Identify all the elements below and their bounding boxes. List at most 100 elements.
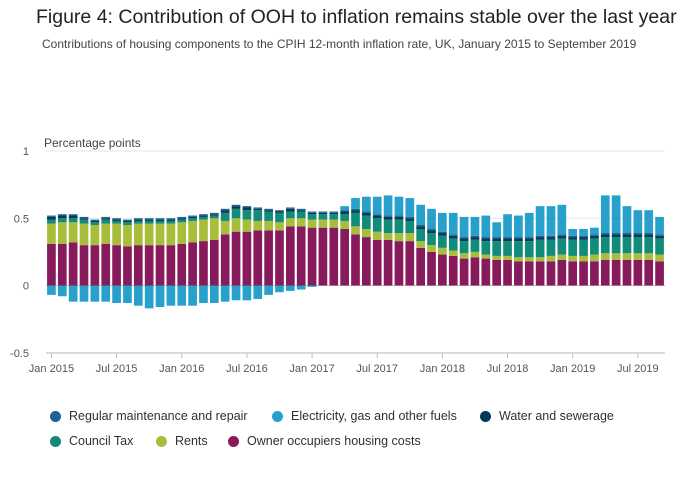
bar-segment-electricity — [459, 216, 469, 238]
bar-segment-electricity — [47, 285, 56, 295]
bar-segment-rents — [220, 220, 230, 235]
bar-segment-electricity — [68, 285, 78, 302]
bar-segment-regular_maintenance — [209, 212, 219, 215]
bar-segment-rents — [285, 218, 295, 227]
stacked-bar-chart: Percentage points -0.5 0 0.5 1 Jan 2015 Jul … — [10, 136, 665, 375]
bar-segment-electricity — [264, 285, 273, 295]
bar-segment-electricity — [524, 212, 534, 238]
legend-label: Council Tax — [69, 434, 134, 448]
legend-item-regular-maintenance[interactable]: Regular maintenance and repair — [50, 409, 248, 423]
bar-segment-ooh — [600, 259, 610, 286]
bar-segment-ooh — [503, 259, 512, 286]
bar-segment-electricity — [144, 285, 154, 309]
bar-segment-ooh — [133, 245, 143, 286]
bar-segment-regular_maintenance — [166, 218, 176, 220]
bar-segment-ooh — [177, 243, 187, 286]
bar-segment-council_tax — [448, 238, 458, 251]
legend-item-water[interactable]: Water and sewerage — [480, 409, 614, 423]
bar-segment-council_tax — [503, 241, 512, 256]
bar-segment-council_tax — [644, 237, 654, 254]
bar-segment-regular_maintenance — [340, 210, 349, 212]
bar-segment-council_tax — [101, 219, 111, 224]
bar-segment-electricity — [231, 285, 241, 301]
bar-segment-regular_maintenance — [579, 235, 588, 238]
bar-segment-council_tax — [79, 219, 89, 224]
legend-item-rents[interactable]: Rents — [156, 434, 208, 448]
bar-segment-regular_maintenance — [611, 233, 621, 235]
bar-segment-regular_maintenance — [177, 216, 187, 219]
bar-segment-electricity — [307, 285, 317, 287]
bar-segment-rents — [133, 223, 143, 246]
bar-segment-council_tax — [329, 214, 339, 220]
bar-segment-council_tax — [155, 220, 165, 224]
bar-segment-rents — [264, 220, 273, 231]
bar-segment-electricity — [438, 212, 447, 232]
legend-item-ooh[interactable]: Owner occupiers housing costs — [228, 434, 421, 448]
bar-segment-regular_maintenance — [79, 216, 89, 219]
bar-segment-ooh — [351, 234, 360, 286]
bar-segment-regular_maintenance — [253, 207, 263, 209]
chart-subtitle: Contributions of housing components to t… — [42, 37, 637, 51]
bar-segment-ooh — [546, 261, 556, 286]
bar-segment-ooh — [372, 239, 382, 286]
bar-segment-rents — [405, 233, 415, 242]
bar-segment-electricity — [188, 285, 197, 306]
x-tick-label: Jul 2019 — [617, 363, 659, 375]
bar-segment-water — [101, 218, 111, 220]
bar-segment-ooh — [524, 261, 534, 286]
bar-segment-council_tax — [416, 229, 426, 242]
bar-segment-council_tax — [68, 218, 78, 223]
bar-segment-council_tax — [492, 241, 502, 256]
bar-segment-regular_maintenance — [590, 234, 599, 236]
bar-segment-rents — [524, 257, 534, 262]
bar-segment-ooh — [329, 227, 339, 286]
bar-segment-regular_maintenance — [470, 235, 480, 238]
bar-segment-council_tax — [144, 220, 154, 224]
bar-segment-regular_maintenance — [231, 204, 241, 207]
bar-segment-water — [242, 207, 252, 211]
bar-segment-regular_maintenance — [600, 233, 610, 235]
bar-segment-ooh — [459, 258, 469, 286]
bar-segment-ooh — [264, 230, 273, 286]
bar-segment-electricity — [90, 285, 100, 302]
legend-dot-icon — [228, 435, 239, 447]
bar-segment-ooh — [307, 227, 317, 286]
bar-segment-rents — [177, 222, 187, 244]
bar-segment-electricity — [535, 206, 545, 236]
bar-segment-water — [394, 216, 404, 220]
bar-segment-electricity — [568, 229, 578, 236]
bar-segment-water — [481, 238, 491, 242]
bar-segment-ooh — [155, 245, 165, 286]
bar-segment-rents — [340, 220, 349, 230]
legend-item-council-tax[interactable]: Council Tax — [50, 434, 133, 448]
bar-segment-council_tax — [220, 212, 230, 221]
y-tick-label: 0.5 — [14, 213, 29, 225]
bar-segment-council_tax — [199, 216, 208, 220]
bar-segment-water — [383, 216, 393, 220]
bar-segment-regular_maintenance — [275, 210, 284, 212]
legend-label: Regular maintenance and repair — [69, 409, 248, 423]
legend-item-electricity[interactable]: Electricity, gas and other fuels — [272, 409, 457, 423]
bar-segment-rents — [253, 220, 263, 231]
bar-segment-water — [633, 234, 643, 238]
bar-segment-council_tax — [438, 235, 447, 248]
bar-segment-ooh — [448, 255, 458, 286]
legend-label: Water and sewerage — [499, 409, 614, 423]
bar-segment-regular_maintenance — [318, 211, 328, 213]
bar-segment-regular_maintenance — [448, 234, 458, 236]
legend-dot-icon — [480, 410, 491, 422]
bar-segment-rents — [329, 219, 339, 228]
bar-segment-ooh — [579, 261, 588, 286]
bar-segment-regular_maintenance — [90, 219, 100, 221]
bar-segment-ooh — [242, 231, 252, 286]
x-tick-label: Jul 2017 — [356, 363, 398, 375]
bar-segment-ooh — [611, 259, 621, 286]
bar-segment-regular_maintenance — [329, 211, 339, 213]
bar-segment-council_tax — [275, 212, 284, 223]
bar-segment-ooh — [481, 258, 491, 286]
bar-segment-electricity — [470, 216, 480, 236]
bar-segment-rents — [68, 222, 78, 243]
bar-segment-rents — [199, 219, 208, 242]
bar-segment-council_tax — [514, 241, 523, 258]
bar-segment-water — [655, 235, 664, 239]
